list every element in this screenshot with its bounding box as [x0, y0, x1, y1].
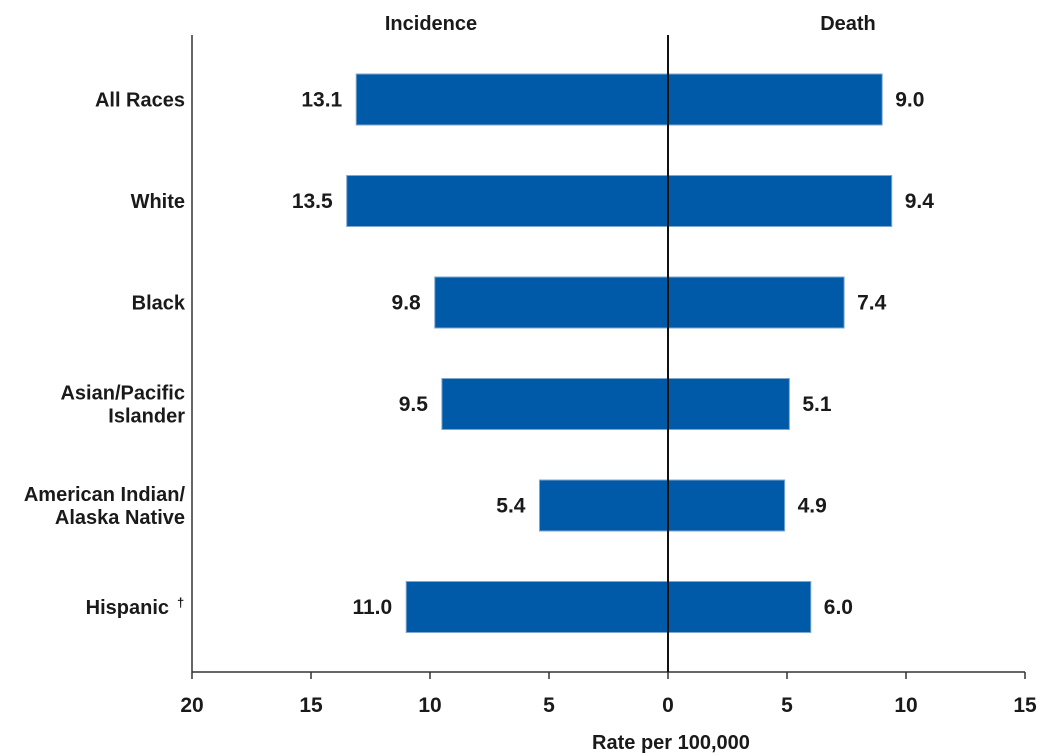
incidence-bar [355, 73, 669, 126]
death-value-label: 7.4 [857, 292, 887, 315]
death-value-label: 4.9 [798, 495, 827, 518]
death-value-label: 5.1 [802, 393, 832, 416]
death-bar [667, 479, 786, 532]
incidence-value-label: 9.8 [392, 292, 422, 315]
category-label: Islander [108, 406, 185, 428]
x-tick-label: 5 [543, 694, 555, 717]
death-bar [667, 276, 845, 329]
incidence-bar [538, 479, 669, 532]
incidence-bar [434, 276, 669, 329]
category-labels-group: All Races White Black Asian/PacificIslander… [24, 90, 186, 620]
x-tick-label: 10 [894, 694, 917, 717]
x-tick-label: 15 [1013, 694, 1037, 717]
category-label: White [131, 191, 185, 213]
incidence-bar [441, 378, 669, 430]
x-tick-label: 5 [781, 694, 793, 717]
category-label: Black [132, 293, 186, 315]
footnote-dagger: † [177, 595, 184, 610]
value-labels-group: 13.1 9.0 13.5 9.4 9.8 7.4 9.5 5.1 5.4 4.9 11.0 6.0 [292, 89, 934, 620]
category-label: Alaska Native [55, 507, 185, 529]
death-value-label: 9.0 [895, 89, 924, 112]
incidence-bar [405, 581, 669, 633]
category-label: American Indian/ [24, 484, 186, 506]
death-heading: Death [820, 13, 876, 35]
x-ticks-group: 20 15 10 5 0 5 10 15 [180, 672, 1037, 717]
incidence-value-label: 9.5 [399, 393, 429, 416]
incidence-bar [346, 175, 669, 227]
incidence-value-label: 11.0 [352, 596, 392, 619]
category-label: All Races [95, 90, 185, 112]
incidence-value-label: 13.5 [292, 190, 333, 213]
x-axis-label: Rate per 100,000 [592, 732, 750, 754]
incidence-value-label: 5.4 [496, 495, 526, 518]
death-value-label: 9.4 [905, 190, 935, 213]
death-bar [667, 581, 812, 633]
bars-group [346, 73, 893, 633]
x-tick-label: 0 [662, 694, 674, 717]
death-value-label: 6.0 [824, 596, 853, 619]
x-tick-label: 20 [180, 694, 203, 717]
x-tick-label: 15 [299, 694, 323, 717]
category-label: Asian/Pacific [60, 383, 185, 405]
x-tick-label: 10 [418, 694, 441, 717]
death-bar [667, 378, 790, 430]
death-bar [667, 175, 893, 227]
category-label: Hispanic [86, 597, 169, 619]
incidence-heading: Incidence [385, 13, 477, 35]
death-bar [667, 73, 883, 126]
incidence-value-label: 13.1 [301, 89, 342, 112]
